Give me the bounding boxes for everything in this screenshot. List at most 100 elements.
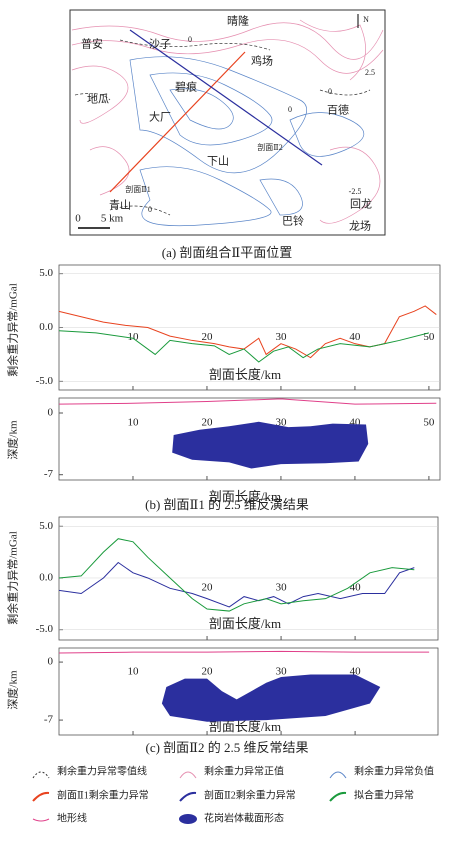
y-tick-label: -5.0 xyxy=(36,623,54,635)
y-axis-label: 剩余重力异常/mGal xyxy=(6,283,20,377)
legend-icon xyxy=(179,771,197,779)
map-label: 回龙 xyxy=(350,198,372,211)
map-label: 2.5 xyxy=(365,68,375,77)
map-label: 碧痕 xyxy=(175,80,197,94)
legend-label: 剩余重力异常零值线 xyxy=(57,764,147,777)
x-tick-label: 10 xyxy=(127,331,139,343)
legend-icon xyxy=(179,814,197,824)
legend-label: 地形线 xyxy=(57,811,87,824)
y-tick-label: 0.0 xyxy=(39,572,53,584)
legend-label: 花岗岩体截面形态 xyxy=(204,811,284,824)
map-label: N xyxy=(363,15,369,24)
series-line xyxy=(58,650,430,654)
legend-icon xyxy=(329,771,347,779)
plot-frame xyxy=(58,397,441,481)
x-tick-label: 30 xyxy=(276,666,288,678)
map-label: 大厂 xyxy=(149,110,171,124)
y-tick-label: -5.0 xyxy=(36,375,54,387)
x-axis-label: 剖面长度/km xyxy=(209,719,281,734)
legend-icon xyxy=(179,791,197,802)
x-tick-label: 10 xyxy=(128,666,140,678)
legend-label: 拟合重力异常 xyxy=(354,788,414,801)
legend-item: 地形线 xyxy=(32,811,87,824)
series-line xyxy=(58,561,415,608)
map-label: 地瓜 xyxy=(87,93,109,106)
y-tick-label: 5.0 xyxy=(39,520,53,532)
legend-item: 剩余重力异常零值线 xyxy=(32,764,147,779)
legend-item: 剩余重力异常负值 xyxy=(329,764,434,779)
legend-label: 剩余重力异常负值 xyxy=(354,764,434,777)
x-tick-label: 50 xyxy=(423,417,435,429)
map-label: 百德 xyxy=(327,103,349,117)
profile-line-1 xyxy=(109,51,246,193)
legend-icon xyxy=(32,771,50,779)
series-line xyxy=(58,538,415,612)
y-tick-label: 5.0 xyxy=(39,267,53,279)
granite-body xyxy=(172,421,369,469)
x-tick-label: 40 xyxy=(349,417,361,429)
contours xyxy=(71,19,384,227)
caption: (b) 剖面Ⅱ1 的 2.5 维反演结果 xyxy=(145,497,309,512)
granite-body xyxy=(161,674,381,722)
legend-label: 剩余重力异常正值 xyxy=(204,764,284,777)
legend-label: 剖面Ⅱ2剩余重力异常 xyxy=(204,788,296,801)
legend-item: 剖面Ⅱ2剩余重力异常 xyxy=(179,788,296,802)
y-axis-label: 深度/km xyxy=(6,670,20,710)
x-tick-label: 20 xyxy=(202,666,214,678)
map-label: 0 xyxy=(148,205,152,214)
x-tick-label: 40 xyxy=(349,331,361,343)
map-label: 青山 xyxy=(109,199,131,212)
map-label: 剖面Ⅱ2 xyxy=(257,142,282,152)
legend-item: 花岗岩体截面形态 xyxy=(179,811,284,824)
map-label: 0 xyxy=(328,87,332,96)
y-tick-label: -7 xyxy=(44,714,54,726)
map-label: 龙场 xyxy=(349,219,371,233)
x-tick-label: 10 xyxy=(127,417,139,429)
caption: (c) 剖面Ⅱ2 的 2.5 维反常结果 xyxy=(145,740,308,755)
y-axis-label: 深度/km xyxy=(6,420,20,460)
map-label: 0 xyxy=(188,35,192,44)
x-tick-label: 20 xyxy=(201,417,213,429)
y-tick-label: -7 xyxy=(44,468,54,480)
x-axis-label: 剖面长度/km xyxy=(209,616,281,631)
map-label: -2.5 xyxy=(349,187,362,196)
map-label: 0 xyxy=(288,105,292,114)
x-tick-label: 30 xyxy=(276,582,288,594)
series-line xyxy=(58,398,437,405)
map-label: 沙子 xyxy=(149,38,171,51)
caption: (a) 剖面组合Ⅱ平面位置 xyxy=(162,245,293,260)
x-tick-label: 40 xyxy=(350,666,362,678)
y-axis-label: 剩余重力异常/mGal xyxy=(6,531,20,625)
plot-frame xyxy=(58,516,439,641)
x-tick-label: 20 xyxy=(202,582,214,594)
legend-item: 剩余重力异常正值 xyxy=(179,764,284,779)
series-line xyxy=(58,330,430,363)
x-axis-label: 剖面长度/km xyxy=(209,367,281,382)
scale-label: 0 xyxy=(75,213,81,225)
map-label: 鸡场 xyxy=(251,54,273,68)
map-label: 晴隆 xyxy=(227,14,249,28)
legend-item: 拟合重力异常 xyxy=(329,788,414,802)
x-tick-label: 40 xyxy=(350,582,362,594)
y-tick-label: 0 xyxy=(48,407,54,419)
map-label: 下山 xyxy=(207,155,229,168)
y-tick-label: 0 xyxy=(48,656,54,668)
map-label: 剖面Ⅱ1 xyxy=(125,184,150,194)
x-tick-label: 20 xyxy=(201,331,213,343)
map-label: 普安 xyxy=(81,37,103,51)
x-tick-label: 30 xyxy=(275,417,287,429)
legend-icon xyxy=(329,791,347,802)
legend-item: 剖面Ⅱ1剩余重力异常 xyxy=(32,788,149,802)
plot-frame xyxy=(58,647,439,736)
y-tick-label: 0.0 xyxy=(39,321,53,333)
x-axis-label: 剖面长度/km xyxy=(209,489,281,504)
map-label: 巴铃 xyxy=(282,214,304,228)
x-tick-label: 30 xyxy=(275,331,287,343)
legend-icon xyxy=(32,818,50,822)
legend-icon xyxy=(32,791,50,802)
legend-label: 剖面Ⅱ1剩余重力异常 xyxy=(57,788,149,801)
